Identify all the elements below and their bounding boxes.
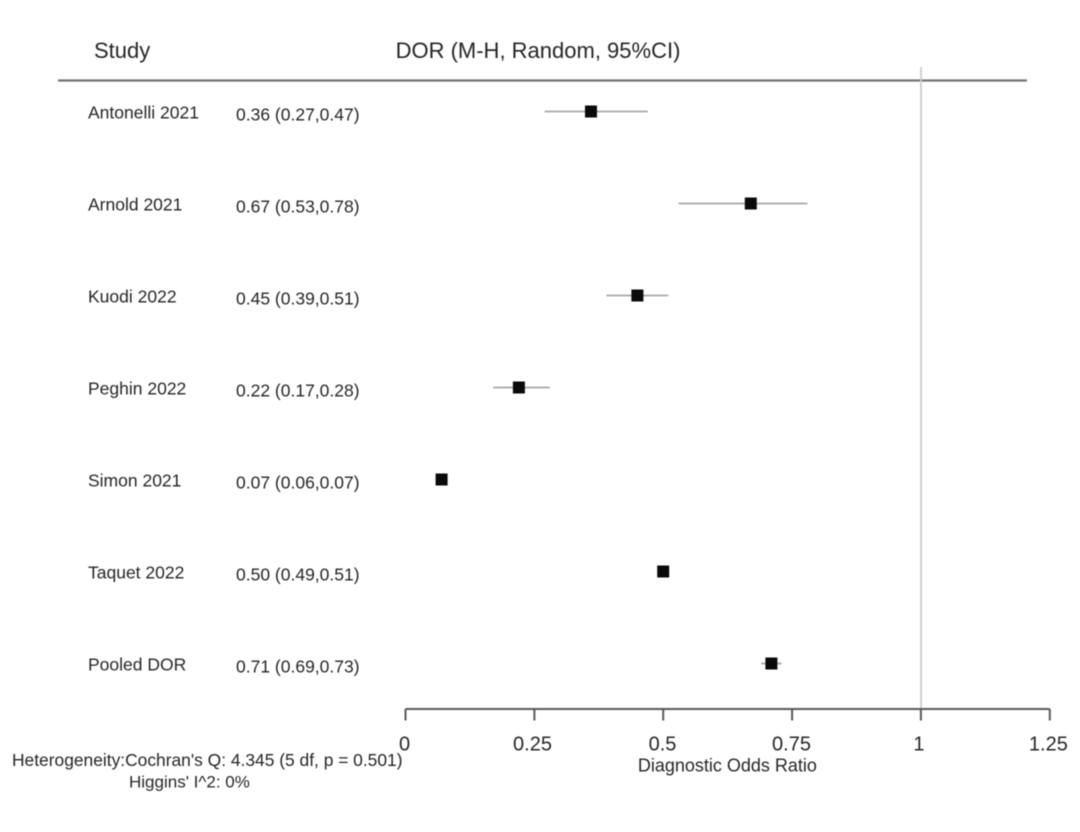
svg-text:Pooled DOR: Pooled DOR bbox=[88, 655, 186, 675]
svg-text:1.25: 1.25 bbox=[1029, 734, 1068, 756]
svg-text:Antonelli 2021: Antonelli 2021 bbox=[88, 103, 199, 123]
svg-text:Diagnostic Odds Ratio: Diagnostic Odds Ratio bbox=[638, 755, 817, 775]
svg-text:0.71 (0.69,0.73): 0.71 (0.69,0.73) bbox=[236, 657, 360, 677]
svg-text:Taquet 2022: Taquet 2022 bbox=[88, 563, 184, 583]
svg-text:Heterogeneity:Cochran's Q: 4.3: Heterogeneity:Cochran's Q: 4.345 (5 df, … bbox=[12, 750, 403, 770]
svg-text:0.07 (0.06,0.07): 0.07 (0.06,0.07) bbox=[236, 473, 360, 493]
svg-text:1: 1 bbox=[913, 734, 924, 756]
svg-text:Higgins' I^2: 0%: Higgins' I^2: 0% bbox=[129, 773, 250, 792]
svg-text:0.22 (0.17,0.28): 0.22 (0.17,0.28) bbox=[236, 381, 360, 401]
svg-text:0.25: 0.25 bbox=[513, 734, 552, 756]
svg-text:Simon 2021: Simon 2021 bbox=[88, 471, 181, 491]
svg-text:0.75: 0.75 bbox=[772, 734, 811, 756]
svg-text:0.45 (0.39,0.51): 0.45 (0.39,0.51) bbox=[236, 289, 360, 309]
svg-text:0.36 (0.27,0.47): 0.36 (0.27,0.47) bbox=[236, 105, 360, 125]
svg-text:Peghin 2022: Peghin 2022 bbox=[88, 379, 186, 399]
svg-text:0: 0 bbox=[399, 734, 410, 756]
svg-text:Study: Study bbox=[94, 38, 150, 63]
svg-text:DOR (M-H, Random, 95%CI): DOR (M-H, Random, 95%CI) bbox=[396, 38, 681, 63]
svg-text:Arnold 2021: Arnold 2021 bbox=[88, 195, 182, 215]
svg-text:0.50 (0.49,0.51): 0.50 (0.49,0.51) bbox=[236, 565, 360, 585]
svg-text:0.67 (0.53,0.78): 0.67 (0.53,0.78) bbox=[236, 197, 360, 217]
svg-text:Kuodi 2022: Kuodi 2022 bbox=[88, 287, 177, 307]
svg-text:0.5: 0.5 bbox=[649, 734, 677, 756]
